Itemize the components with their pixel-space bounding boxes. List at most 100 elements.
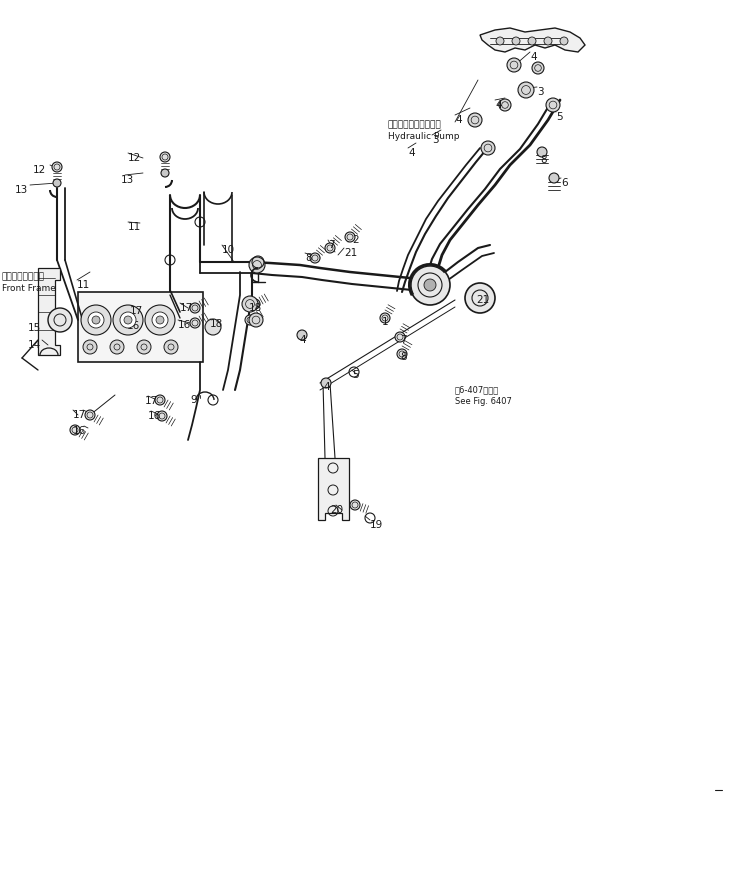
Text: 7: 7 — [400, 335, 407, 345]
Circle shape — [499, 99, 511, 111]
Text: 17: 17 — [145, 396, 159, 406]
Text: 11: 11 — [77, 280, 90, 290]
Text: 16: 16 — [178, 320, 192, 330]
Text: Front Frame: Front Frame — [2, 284, 56, 293]
Circle shape — [92, 316, 100, 324]
Circle shape — [145, 305, 175, 335]
Circle shape — [512, 37, 520, 45]
Circle shape — [544, 37, 552, 45]
Text: 12: 12 — [33, 165, 46, 175]
Circle shape — [120, 312, 136, 328]
Circle shape — [110, 340, 124, 354]
Text: フロントフレーム: フロントフレーム — [2, 272, 45, 281]
Text: 第6-407図参照: 第6-407図参照 — [455, 385, 499, 394]
Circle shape — [249, 313, 263, 327]
Text: 21: 21 — [344, 248, 357, 258]
Text: 17: 17 — [130, 306, 143, 316]
Circle shape — [205, 319, 221, 335]
Text: 4: 4 — [408, 148, 415, 158]
Text: 16: 16 — [73, 426, 87, 436]
Circle shape — [85, 410, 95, 420]
Text: 13: 13 — [121, 175, 134, 185]
Text: 8: 8 — [400, 352, 407, 362]
Text: 16: 16 — [127, 321, 140, 331]
Circle shape — [249, 257, 265, 273]
Text: 8: 8 — [540, 155, 547, 165]
Text: 20: 20 — [330, 505, 343, 515]
Text: 19: 19 — [370, 520, 383, 530]
Text: 21: 21 — [476, 295, 490, 305]
Text: 10: 10 — [222, 245, 235, 255]
Text: 4: 4 — [495, 100, 501, 110]
Text: 11: 11 — [128, 222, 141, 232]
Circle shape — [481, 141, 495, 155]
Text: 17: 17 — [73, 410, 87, 420]
Text: 15: 15 — [28, 323, 41, 333]
Circle shape — [250, 299, 260, 309]
Text: Hydraulic Pump: Hydraulic Pump — [388, 132, 459, 141]
Circle shape — [410, 265, 450, 305]
Circle shape — [345, 232, 355, 242]
Circle shape — [190, 303, 200, 313]
Circle shape — [88, 312, 104, 328]
Circle shape — [560, 37, 568, 45]
Text: 18: 18 — [249, 303, 262, 313]
Text: 17: 17 — [180, 303, 193, 313]
Circle shape — [83, 340, 97, 354]
Circle shape — [53, 179, 61, 187]
Text: 8: 8 — [305, 253, 312, 263]
Circle shape — [48, 308, 72, 332]
Circle shape — [124, 316, 132, 324]
Circle shape — [245, 315, 255, 325]
Circle shape — [424, 279, 436, 291]
Text: 7: 7 — [328, 240, 335, 250]
Circle shape — [325, 243, 335, 253]
Polygon shape — [318, 458, 349, 520]
Text: 13: 13 — [15, 185, 28, 195]
Text: 4: 4 — [323, 382, 330, 392]
Text: 5: 5 — [556, 112, 563, 122]
Circle shape — [242, 296, 258, 312]
Circle shape — [190, 318, 200, 328]
Text: 12: 12 — [128, 153, 141, 163]
Text: 4: 4 — [299, 335, 305, 345]
Circle shape — [380, 313, 390, 323]
Circle shape — [532, 62, 544, 74]
Circle shape — [161, 169, 169, 177]
Text: See Fig. 6407: See Fig. 6407 — [455, 397, 512, 406]
Text: 16: 16 — [148, 411, 161, 421]
Circle shape — [70, 425, 80, 435]
Circle shape — [496, 37, 504, 45]
Text: 14: 14 — [28, 340, 41, 350]
Text: 3: 3 — [432, 135, 439, 145]
Circle shape — [156, 316, 164, 324]
Polygon shape — [38, 268, 60, 355]
Circle shape — [81, 305, 111, 335]
Circle shape — [160, 152, 170, 162]
Circle shape — [518, 82, 534, 98]
Circle shape — [157, 411, 167, 421]
Circle shape — [465, 283, 495, 313]
Circle shape — [546, 98, 560, 112]
Text: 5: 5 — [352, 370, 359, 380]
Text: ハイドロリックポンプ: ハイドロリックポンプ — [388, 120, 442, 129]
FancyBboxPatch shape — [78, 292, 203, 362]
Text: 18: 18 — [210, 319, 223, 329]
Circle shape — [310, 253, 320, 263]
Text: 6: 6 — [561, 178, 567, 188]
Circle shape — [152, 312, 168, 328]
Circle shape — [52, 162, 62, 172]
Circle shape — [507, 58, 521, 72]
Circle shape — [297, 330, 307, 340]
Circle shape — [528, 37, 536, 45]
Circle shape — [350, 500, 360, 510]
Circle shape — [155, 395, 165, 405]
Circle shape — [468, 113, 482, 127]
Circle shape — [164, 340, 178, 354]
Circle shape — [537, 147, 547, 157]
Circle shape — [395, 332, 405, 342]
Text: 3: 3 — [537, 87, 544, 97]
Circle shape — [113, 305, 143, 335]
Circle shape — [137, 340, 151, 354]
Circle shape — [397, 349, 407, 359]
